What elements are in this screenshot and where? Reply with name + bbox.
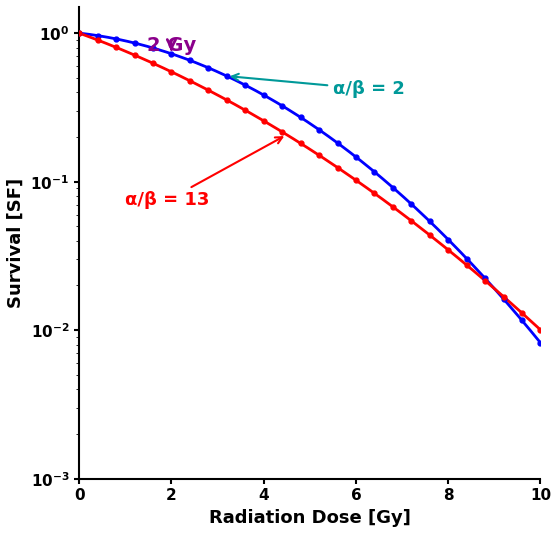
- Text: α/β = 2: α/β = 2: [232, 74, 405, 98]
- Y-axis label: Survival [SF]: Survival [SF]: [7, 178, 25, 308]
- Text: α/β = 13: α/β = 13: [126, 137, 282, 209]
- Text: 2 Gy: 2 Gy: [147, 36, 196, 56]
- X-axis label: Radiation Dose [Gy]: Radiation Dose [Gy]: [209, 509, 411, 527]
